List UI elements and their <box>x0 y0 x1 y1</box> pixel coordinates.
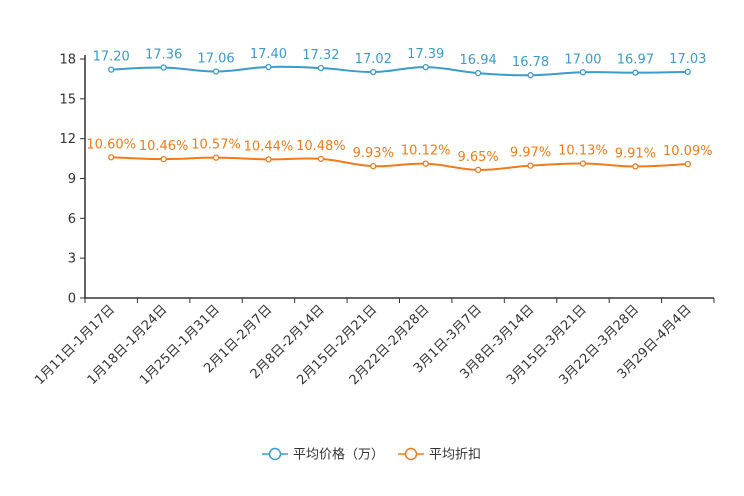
data-point[interactable] <box>317 64 325 72</box>
legend-item-1[interactable]: 平均折扣 <box>398 448 481 463</box>
data-point[interactable] <box>108 154 115 161</box>
data-label: 10.44% <box>244 139 294 154</box>
y-tick-label: 18 <box>59 53 76 68</box>
axes <box>84 55 714 299</box>
legend-marker <box>404 447 418 461</box>
data-label: 17.32 <box>302 48 339 63</box>
data-point[interactable] <box>422 63 429 71</box>
y-tick-label: 9 <box>68 172 76 187</box>
data-label: 10.09% <box>663 144 713 159</box>
data-label: 17.02 <box>355 52 392 67</box>
series-0: 17.20 17.36 17.06 17.40 17.32 17.02 17.39 16.94… <box>93 47 706 79</box>
data-point[interactable] <box>422 160 429 167</box>
data-label: 17.06 <box>197 51 234 66</box>
data-point[interactable] <box>632 163 639 170</box>
data-label: 17.03 <box>669 52 706 67</box>
data-label: 9.97% <box>510 146 551 161</box>
data-label: 9.65% <box>457 150 498 165</box>
series-line <box>111 156 688 171</box>
y-tick-label: 12 <box>59 132 76 147</box>
x-axis: 1月11日-1月17日1月18日-1月24日1月25日-1月31日2月1日-2月… <box>32 298 715 388</box>
data-label: 10.48% <box>296 139 346 154</box>
data-point[interactable] <box>265 156 272 163</box>
series-line <box>111 65 688 77</box>
data-point[interactable] <box>579 160 587 167</box>
data-point[interactable] <box>108 66 115 73</box>
data-label: 10.60% <box>86 137 136 152</box>
data-point[interactable] <box>474 69 482 77</box>
data-point[interactable] <box>684 68 691 76</box>
data-point[interactable] <box>579 69 587 76</box>
data-point[interactable] <box>160 64 167 71</box>
legend-item-0[interactable]: 平均价格（万） <box>262 447 384 463</box>
data-point[interactable] <box>212 68 220 75</box>
data-point[interactable] <box>474 166 482 174</box>
data-label: 9.91% <box>615 146 656 161</box>
data-point[interactable] <box>527 72 534 79</box>
data-point[interactable] <box>265 63 272 71</box>
data-label: 16.78 <box>512 55 549 70</box>
y-tick-label: 6 <box>68 212 76 227</box>
data-label: 17.00 <box>564 52 601 67</box>
data-label: 17.20 <box>93 50 130 65</box>
data-label: 9.93% <box>353 146 394 161</box>
y-axis: 0 3 6 9 12 15 18 <box>59 53 85 307</box>
data-label: 17.36 <box>145 47 182 62</box>
data-label: 17.39 <box>407 47 444 62</box>
data-label: 10.46% <box>139 139 189 154</box>
data-point[interactable] <box>632 69 639 76</box>
data-point[interactable] <box>370 163 377 170</box>
series-layer: 17.20 17.36 17.06 17.40 17.32 17.02 17.39 16.94… <box>86 47 713 174</box>
data-point[interactable] <box>212 154 220 161</box>
data-label: 10.13% <box>558 143 608 158</box>
data-label: 10.12% <box>401 144 451 159</box>
data-point[interactable] <box>527 162 534 169</box>
series-1: 10.60% 10.46% 10.57% 10.44% 10.48% 9.93% 10.12… <box>86 137 713 174</box>
data-label: 10.57% <box>191 138 241 153</box>
legend-label: 平均价格（万） <box>293 447 384 463</box>
data-point[interactable] <box>160 155 167 163</box>
legend-marker <box>268 447 282 461</box>
data-label: 16.94 <box>460 53 497 68</box>
data-point[interactable] <box>684 160 691 168</box>
data-point[interactable] <box>370 68 377 76</box>
y-tick-label: 0 <box>68 292 76 307</box>
data-point[interactable] <box>317 155 325 162</box>
data-label: 17.40 <box>250 47 287 62</box>
legend-label: 平均折扣 <box>429 448 481 463</box>
data-label: 16.97 <box>617 53 654 68</box>
legend: 平均价格（万） 平均折扣 <box>262 447 481 463</box>
y-tick-label: 15 <box>59 92 76 107</box>
y-tick-label: 3 <box>68 252 76 267</box>
